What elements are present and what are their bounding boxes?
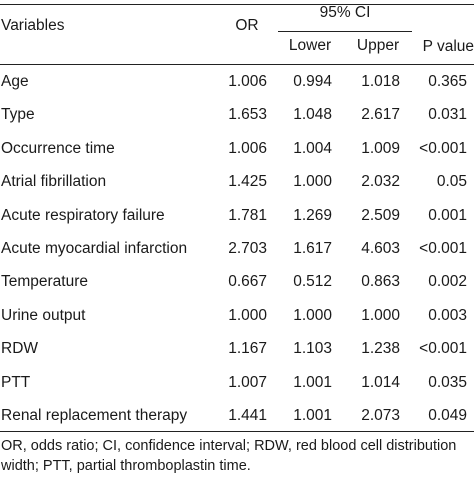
ci-upper-cell: 2.073 (361, 407, 400, 424)
p-value-cell: 0.365 (428, 73, 467, 90)
ci-upper-cell: 1.009 (361, 139, 400, 157)
ci-lower-cell: 1.001 (293, 373, 332, 391)
p-value-cell: 0.049 (428, 407, 467, 424)
ci-group-rule (278, 31, 412, 32)
table-footnote: OR, odds ratio; CI, confidence interval;… (1, 438, 457, 474)
p-value-cell: 0.05 (436, 173, 467, 191)
ci-lower-cell: 1.617 (293, 240, 332, 257)
ci-lower-cell: 0.994 (293, 73, 332, 90)
ci-lower-cell: 1.048 (293, 106, 332, 124)
variable-cell: Renal replacement therapy (1, 407, 188, 424)
variable-cell: Atrial fibrillation (1, 173, 107, 191)
ci-upper-cell: 1.000 (361, 306, 400, 324)
or-cell: 2.703 (228, 240, 267, 257)
ci-lower-cell: 1.001 (293, 407, 332, 424)
table-row: Urine output 1.000 1.000 1.000 0.003 (0, 299, 474, 333)
or-cell: 1.167 (228, 340, 267, 358)
header-or: OR (235, 17, 259, 34)
table-row: Type 1.653 1.048 2.617 0.031 (0, 98, 474, 132)
or-cell: 1.000 (228, 306, 267, 324)
variable-cell: Age (1, 73, 29, 90)
table-row: Acute myocardial infarction 2.703 1.617 4.6… (0, 232, 474, 266)
variable-cell: Occurrence time (1, 139, 115, 157)
or-cell: 1.653 (228, 106, 267, 124)
p-value-cell: <0.001 (419, 139, 467, 157)
ci-upper-cell: 2.032 (361, 173, 400, 191)
variable-cell: RDW (1, 340, 39, 358)
ci-lower-cell: 1.004 (293, 139, 332, 157)
or-cell: 1.006 (228, 73, 267, 90)
table-row: Temperature 0.667 0.512 0.863 0.002 (0, 265, 474, 299)
ci-lower-cell: 1.103 (293, 340, 332, 358)
table-row: RDW 1.167 1.103 1.238 <0.001 (0, 332, 474, 366)
table-row: Age 1.006 0.994 1.018 0.365 (0, 65, 474, 99)
variable-cell: Temperature (1, 273, 89, 291)
table-top-rule (0, 4, 474, 5)
ci-upper-cell: 1.238 (361, 340, 400, 358)
p-value-cell: <0.001 (419, 240, 467, 257)
table-bottom-rule (0, 431, 474, 432)
p-value-cell: 0.031 (428, 106, 467, 124)
table-row: Renal replacement therapy 1.441 1.001 2.073… (0, 399, 474, 433)
ci-lower-cell: 0.512 (293, 273, 332, 291)
table-row: Atrial fibrillation 1.425 1.000 2.032 0.05 (0, 165, 474, 199)
ci-lower-cell: 1.000 (293, 173, 332, 191)
table-row: PTT 1.007 1.001 1.014 0.035 (0, 366, 474, 400)
header-variables: Variables (1, 17, 65, 34)
p-value-cell: 0.001 (428, 206, 467, 224)
or-cell: 1.781 (228, 206, 267, 224)
or-cell: 0.667 (228, 273, 267, 291)
or-cell: 1.006 (228, 139, 267, 157)
table-row: Acute respiratory failure 1.781 1.269 2.509… (0, 199, 474, 233)
ci-upper-cell: 0.863 (361, 273, 400, 291)
ci-upper-cell: 2.509 (361, 206, 400, 224)
header-p-value: P value (422, 38, 474, 55)
table-row: Occurrence time 1.006 1.004 1.009 <0.001 (0, 132, 474, 166)
or-cell: 1.441 (228, 407, 267, 424)
ci-lower-cell: 1.269 (293, 206, 332, 224)
header-bottom-rule (0, 64, 474, 65)
variable-cell: Type (1, 106, 35, 124)
ci-lower-cell: 1.000 (293, 306, 332, 324)
header-ci: 95% CI (319, 4, 371, 21)
p-value-cell: 0.035 (428, 373, 467, 391)
variable-cell: Urine output (1, 306, 86, 324)
or-cell: 1.425 (228, 173, 267, 191)
header-lower: Lower (288, 37, 332, 54)
ci-upper-cell: 2.617 (361, 106, 400, 124)
ci-upper-cell: 1.014 (361, 373, 400, 391)
header-upper: Upper (356, 37, 400, 54)
or-cell: 1.007 (228, 373, 267, 391)
p-value-cell: 0.003 (428, 306, 467, 324)
variable-cell: PTT (1, 373, 31, 391)
p-value-cell: <0.001 (419, 340, 467, 358)
ci-upper-cell: 1.018 (361, 73, 400, 90)
variable-cell: Acute respiratory failure (1, 206, 165, 224)
ci-upper-cell: 4.603 (361, 240, 400, 257)
variable-cell: Acute myocardial infarction (1, 240, 188, 257)
p-value-cell: 0.002 (428, 273, 467, 291)
